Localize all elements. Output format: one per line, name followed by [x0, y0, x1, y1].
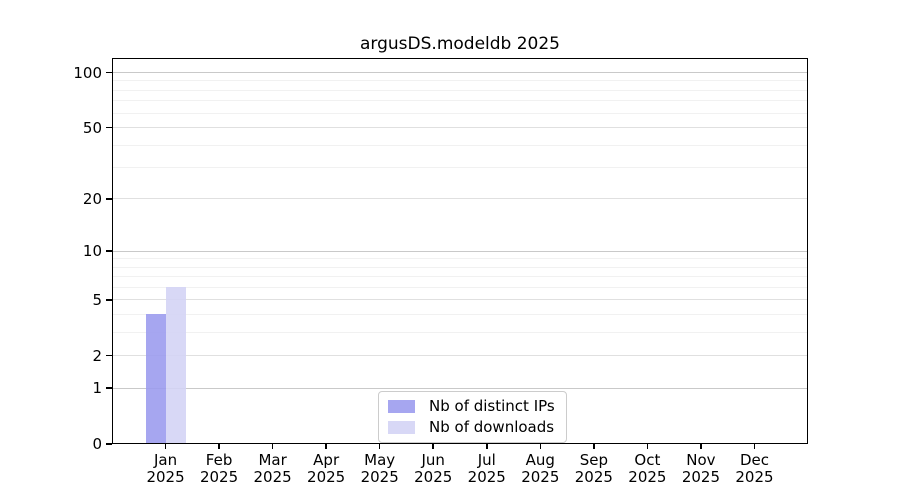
- legend-row-nb-of-distinct-ips: Nb of distinct IPs: [388, 398, 555, 415]
- x-tick-month: Apr: [313, 451, 340, 469]
- x-tick-month: Oct: [634, 451, 661, 469]
- y-tick-mark-0: [106, 443, 112, 445]
- gridline-1: [112, 387, 808, 389]
- x-tick-label-may: May 2025: [345, 452, 415, 486]
- y-tick-label-10: 10: [82, 242, 102, 260]
- bar-nb-of-distinct-ips-jan-2025: [145, 314, 166, 444]
- legend-label-nb-of-distinct-ips: Nb of distinct IPs: [429, 397, 555, 415]
- gridline-minor-80: [112, 89, 808, 91]
- x-tick-year: 2025: [574, 468, 613, 486]
- legend-label-nb-of-downloads: Nb of downloads: [429, 418, 555, 436]
- x-tick-month: Jun: [421, 451, 445, 469]
- x-tick-month: Sep: [579, 451, 608, 469]
- gridline-10: [112, 250, 808, 252]
- gridline-minor-70: [112, 100, 808, 102]
- x-tick-month: Dec: [739, 451, 769, 469]
- x-tick-month: Aug: [525, 451, 555, 469]
- x-tick-label-feb: Feb 2025: [184, 452, 254, 486]
- y-tick-label-0: 0: [92, 435, 102, 453]
- gridline-minor-4: [112, 313, 808, 315]
- gridline-minor-3: [112, 331, 808, 333]
- x-tick-label-jan: Jan 2025: [131, 452, 201, 486]
- x-tick-label-oct: Oct 2025: [612, 452, 682, 486]
- x-tick-year: 2025: [628, 468, 667, 486]
- y-tick-mark-10: [106, 250, 112, 252]
- x-tick-mark-dec: [753, 444, 756, 449]
- y-tick-mark-1: [106, 387, 112, 389]
- gridline-minor-9: [112, 258, 808, 260]
- y-tick-mark-20: [106, 198, 112, 200]
- x-tick-mark-aug: [539, 444, 542, 449]
- y-tick-label-1: 1: [92, 379, 102, 398]
- y-tick-mark-100: [106, 71, 112, 74]
- gridline-5: [112, 299, 808, 301]
- x-tick-year: 2025: [681, 468, 721, 486]
- y-tick-label-2: 2: [92, 346, 102, 365]
- x-tick-year: 2025: [521, 468, 560, 486]
- gridline-minor-60: [112, 112, 808, 114]
- x-tick-month: May: [364, 451, 396, 469]
- gridline-minor-90: [112, 80, 808, 82]
- x-tick-label-mar: Mar 2025: [238, 452, 308, 486]
- x-tick-label-aug: Aug 2025: [505, 452, 575, 486]
- gridline-2: [112, 355, 808, 357]
- legend-swatch-nb-of-distinct-ips: [388, 400, 415, 413]
- x-tick-year: 2025: [307, 468, 346, 486]
- x-tick-mark-mar: [271, 444, 274, 449]
- x-tick-month: Feb: [205, 451, 233, 469]
- legend-row-nb-of-downloads: Nb of downloads: [388, 419, 555, 436]
- x-tick-label-sep: Sep 2025: [559, 452, 629, 486]
- gridline-minor-30: [112, 167, 808, 169]
- chart-title: argusDS.modeldb 2025: [360, 34, 560, 54]
- y-tick-label-5: 5: [92, 290, 102, 309]
- x-tick-mark-oct: [646, 444, 649, 449]
- x-tick-mark-nov: [700, 444, 702, 449]
- x-tick-mark-jul: [486, 444, 488, 449]
- y-tick-mark-2: [106, 354, 112, 357]
- x-tick-label-apr: Apr 2025: [291, 452, 361, 486]
- legend-swatch-nb-of-downloads: [388, 421, 415, 434]
- bar-nb-of-downloads-jan-2025: [165, 287, 186, 444]
- x-tick-mark-feb: [218, 444, 220, 449]
- plot-area: [112, 58, 808, 444]
- x-tick-label-jul: Jul 2025: [452, 452, 522, 486]
- x-tick-mark-apr: [325, 444, 327, 449]
- x-tick-month: Jan: [153, 451, 178, 469]
- gridline-50: [112, 127, 808, 129]
- x-tick-year: 2025: [414, 468, 453, 486]
- x-tick-year: 2025: [199, 468, 239, 486]
- x-tick-year: 2025: [467, 468, 506, 486]
- x-tick-year: 2025: [146, 468, 185, 486]
- gridline-20: [112, 198, 808, 200]
- x-tick-mark-jan: [164, 444, 167, 449]
- x-tick-label-jun: Jun 2025: [398, 452, 468, 486]
- gridline-minor-8: [112, 266, 808, 268]
- y-tick-mark-50: [106, 126, 112, 129]
- x-tick-mark-may: [378, 444, 381, 449]
- gridline-minor-7: [112, 276, 808, 278]
- gridline-100: [112, 72, 808, 74]
- y-tick-mark-5: [106, 299, 112, 301]
- x-tick-mark-jun: [432, 444, 434, 449]
- x-tick-year: 2025: [253, 468, 292, 486]
- x-tick-year: 2025: [360, 468, 399, 486]
- x-tick-label-dec: Dec 2025: [719, 452, 789, 486]
- x-tick-month: Nov: [686, 451, 716, 469]
- gridline-minor-6: [112, 286, 808, 288]
- y-tick-label-50: 50: [82, 118, 102, 137]
- legend: Nb of distinct IPs Nb of downloads: [378, 391, 567, 443]
- y-tick-label-20: 20: [82, 189, 102, 208]
- x-tick-year: 2025: [735, 468, 774, 486]
- x-tick-month: Mar: [258, 451, 287, 469]
- x-tick-mark-sep: [593, 444, 595, 449]
- x-tick-month: Jul: [477, 451, 496, 469]
- gridline-minor-40: [112, 144, 808, 146]
- y-tick-label-100: 100: [73, 63, 102, 82]
- x-tick-label-nov: Nov 2025: [666, 452, 736, 486]
